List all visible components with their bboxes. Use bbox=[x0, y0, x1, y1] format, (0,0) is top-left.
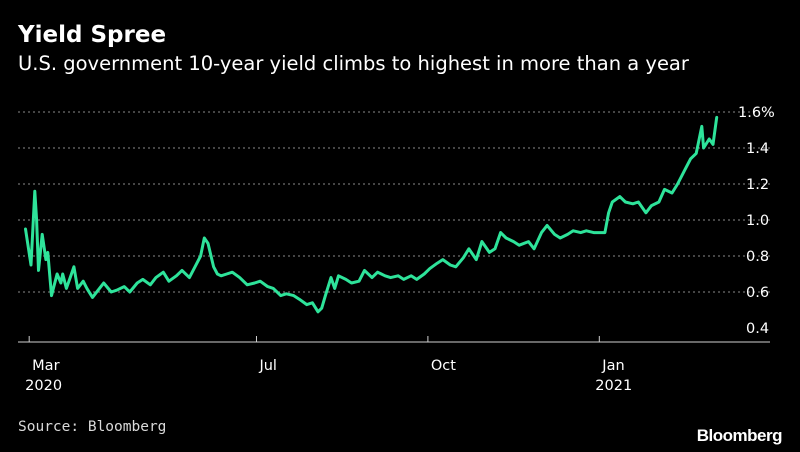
y-tick-label: 0.4 bbox=[746, 321, 769, 337]
chart-title: Yield Spree bbox=[18, 22, 167, 48]
x-tick-labels: Mar 2020 Jul Oct Jan 2021 bbox=[25, 358, 632, 394]
series-line bbox=[24, 115, 719, 314]
x-tick-year-label: 2021 bbox=[595, 378, 632, 394]
y-tick-label: 1.2 bbox=[746, 177, 769, 193]
y-tick-label: 0.6 bbox=[746, 285, 769, 301]
grid-lines bbox=[18, 111, 770, 293]
y-tick-label: 1.0 bbox=[746, 213, 769, 229]
source-note: Source: Bloomberg bbox=[18, 419, 167, 435]
x-axis bbox=[18, 336, 770, 343]
y-tick-label: 1.4 bbox=[746, 141, 769, 157]
x-tick-label: Mar bbox=[32, 358, 59, 374]
x-tick-year-label: 2020 bbox=[25, 378, 62, 394]
y-tick-label: 1.6% bbox=[738, 105, 775, 121]
chart-subtitle: U.S. government 10-year yield climbs to … bbox=[18, 52, 689, 75]
bloomberg-logo: Bloomberg bbox=[696, 426, 783, 445]
series-layer bbox=[24, 115, 719, 314]
y-tick-labels: 0.4 0.6 0.8 1.0 1.2 1.4 1.6% bbox=[738, 105, 775, 337]
x-tick-label: Jan bbox=[601, 358, 624, 374]
y-tick-label: 0.8 bbox=[746, 249, 769, 265]
x-tick-label: Jul bbox=[258, 358, 277, 374]
x-tick-label: Oct bbox=[431, 358, 456, 374]
